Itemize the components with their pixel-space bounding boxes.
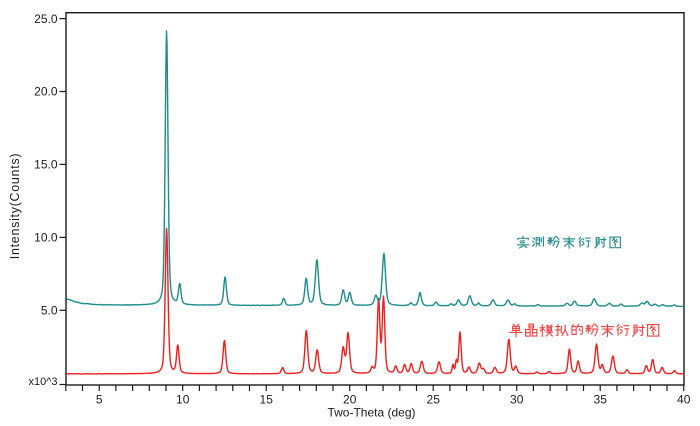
svg-text:5.0: 5.0 — [41, 304, 58, 318]
svg-text:30: 30 — [510, 393, 524, 407]
svg-text:x10^3: x10^3 — [28, 376, 57, 388]
svg-text:10.0: 10.0 — [34, 231, 58, 245]
svg-text:20: 20 — [343, 393, 357, 407]
svg-text:15: 15 — [260, 393, 274, 407]
svg-text:Two-Theta (deg): Two-Theta (deg) — [327, 406, 415, 420]
svg-text:Intensity(Counts): Intensity(Counts) — [8, 153, 22, 259]
svg-text:25: 25 — [427, 393, 441, 407]
svg-text:35: 35 — [594, 393, 608, 407]
svg-text:5: 5 — [96, 393, 103, 407]
svg-text:10: 10 — [176, 393, 190, 407]
svg-text:25.0: 25.0 — [34, 12, 58, 26]
svg-text:20.0: 20.0 — [34, 85, 58, 99]
svg-text:40: 40 — [677, 393, 691, 407]
svg-text:15.0: 15.0 — [34, 158, 58, 172]
